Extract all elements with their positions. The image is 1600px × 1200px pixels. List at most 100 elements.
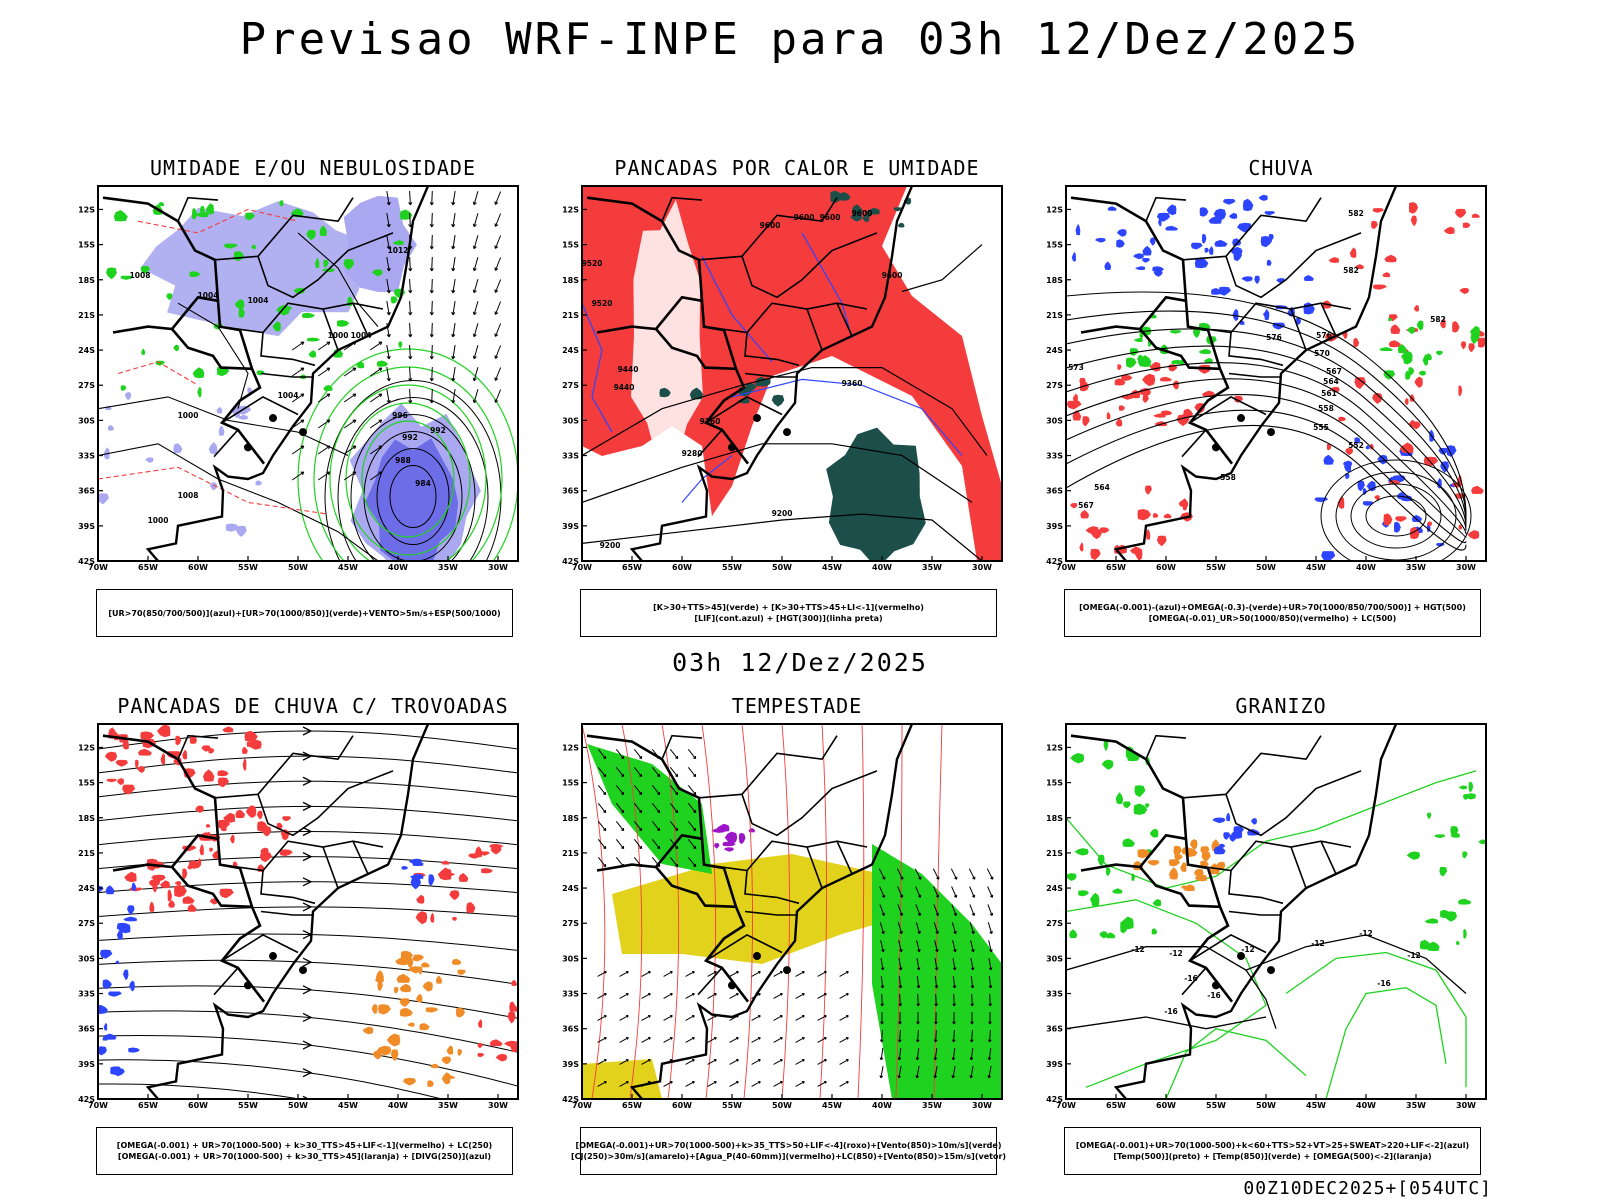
wind-vector [651,802,661,814]
wind-vector [663,971,673,977]
ascent-blue-patch [1258,194,1268,201]
severe-storm-purple [722,841,736,847]
contour-label: -12 [1311,939,1325,948]
low-level-humidity-patch [251,244,256,250]
wind-vector [615,820,625,832]
wind-vector [386,235,391,250]
contour-label: 573 [1068,363,1084,372]
wind-vector [651,838,661,850]
geo-outline-group [582,186,914,561]
lon-tick-label: 50W [772,1101,792,1110]
rain-red-patch [1370,443,1374,450]
east-coastline [629,724,914,1099]
rain-red-patch [1372,208,1385,213]
precip-water-contour [741,724,753,1099]
rain-red-patch [1079,377,1086,386]
wind-vector [951,1066,956,1079]
border-line [1145,734,1187,760]
lat-tick-label: 33S [562,452,579,461]
storm-red-patch [511,1047,518,1053]
rain-red-patch [1458,524,1463,530]
thunder-orange-patch [421,962,430,968]
ascent-blue-patch [1135,266,1146,271]
map-background [1066,724,1486,1099]
wind-vector [663,993,673,999]
wind-vector [915,886,922,898]
wind-vector [897,1029,902,1043]
temp850-green-patch [1462,851,1468,859]
rain-red-patch [1355,264,1364,270]
ascent-blue-patch [1264,211,1276,216]
ascent-blue-patch [1262,310,1270,318]
map-panel-tempestade: TEMPESTADE 12S 15S 18S 21S 24S 27S 30S 33S 36S 39S… [562,694,1032,1199]
rain-red-patch [1337,496,1345,509]
low-level-humidity-patch [223,243,238,249]
wind-vector [933,904,940,916]
wind-vector [472,279,479,294]
wind-vector [597,838,607,850]
wind-vector [597,820,607,832]
wind-vector [369,471,383,481]
geopotential-contour [1066,291,1467,517]
convective-dark-area [826,427,926,561]
lon-tick-label: 70W [572,1101,592,1110]
run-info-label: 00Z10DEC2025+[054UTC] [1243,1178,1492,1199]
omega-orange-patch [1168,859,1181,867]
thunder-orange-patch [456,1007,466,1018]
convective-patch [689,387,704,400]
lon-tick-label: 70W [572,563,592,572]
wind-vector [472,191,479,206]
lake-mark [299,966,307,975]
ascent-blue-patch [1208,246,1214,256]
wind-vector [451,257,456,272]
rain-red-patch [1142,395,1149,403]
wind-vector [817,993,827,999]
storm-red-patch [481,868,493,874]
panel-title: PANCADAS DE CHUVA C/ TROVOADAS [117,694,509,718]
lon-tick-label: 50W [288,1101,308,1110]
storm-red-patch [182,749,188,760]
thunder-orange-patch [399,1007,413,1017]
wind-vector [429,388,434,404]
border-line [661,734,703,760]
wind-vector [773,971,783,977]
panel-title: CHUVA [1248,156,1314,180]
legend-line: [OMEGA(-0.001) + UR>70(1000-500) + k>30_… [116,1141,493,1150]
low-level-humidity-patch [336,320,350,327]
lat-tick-label: 36S [78,1025,95,1034]
storm-red-patch [148,878,161,886]
lon-tick-label: 50W [288,563,308,572]
streamline-arrow [302,801,313,811]
storm-red-patch [490,846,502,855]
humidity-patch [225,523,239,532]
lat-tick-label: 15S [1046,241,1063,250]
rain-red-patch [1459,287,1470,295]
lon-tick-label: 60W [672,1101,692,1110]
border-line [1290,308,1307,351]
wind-vector [969,886,976,898]
storm-red-patch [174,884,187,898]
lake-mark [244,981,252,990]
wind-vector [633,784,643,796]
ascent-green-patch [1407,326,1416,335]
wind-vector [343,367,357,377]
wind-vector [970,958,975,971]
wind-vector [687,766,697,778]
wind-vector [685,1037,695,1043]
wind-vector [897,922,903,935]
convective-patch [830,190,842,203]
wind-vector [291,393,305,403]
wind-vector [839,1059,849,1065]
storm-red-patch [166,751,182,759]
wind-vector [795,971,805,977]
temp850-green-patch [1101,759,1114,770]
wind-vector [685,1015,695,1021]
wind-vector [641,971,651,977]
storm-red-patch [451,916,457,921]
rain-red-patch [1070,502,1078,509]
low-level-humidity-patch [205,203,214,215]
rain-red-patch [1159,376,1172,382]
border-line [257,232,394,299]
